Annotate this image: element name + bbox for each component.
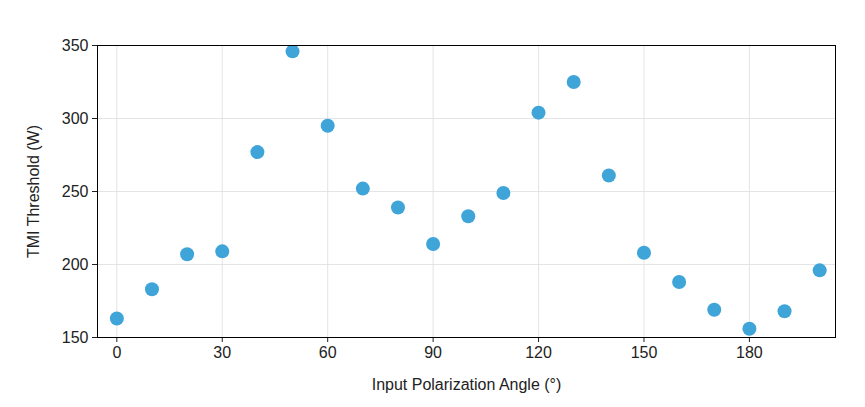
svg-text:120: 120 xyxy=(525,344,552,361)
svg-text:90: 90 xyxy=(424,344,442,361)
svg-text:30: 30 xyxy=(213,344,231,361)
svg-text:150: 150 xyxy=(631,344,658,361)
svg-text:150: 150 xyxy=(62,329,89,346)
svg-text:350: 350 xyxy=(62,37,89,54)
svg-text:200: 200 xyxy=(62,256,89,273)
svg-text:0: 0 xyxy=(112,344,121,361)
svg-text:TMI Threshold (W): TMI Threshold (W) xyxy=(25,125,42,258)
svg-text:180: 180 xyxy=(736,344,763,361)
svg-text:300: 300 xyxy=(62,110,89,127)
svg-text:Input Polarization Angle (°): Input Polarization Angle (°) xyxy=(372,376,562,393)
svg-text:60: 60 xyxy=(319,344,337,361)
svg-text:250: 250 xyxy=(62,183,89,200)
